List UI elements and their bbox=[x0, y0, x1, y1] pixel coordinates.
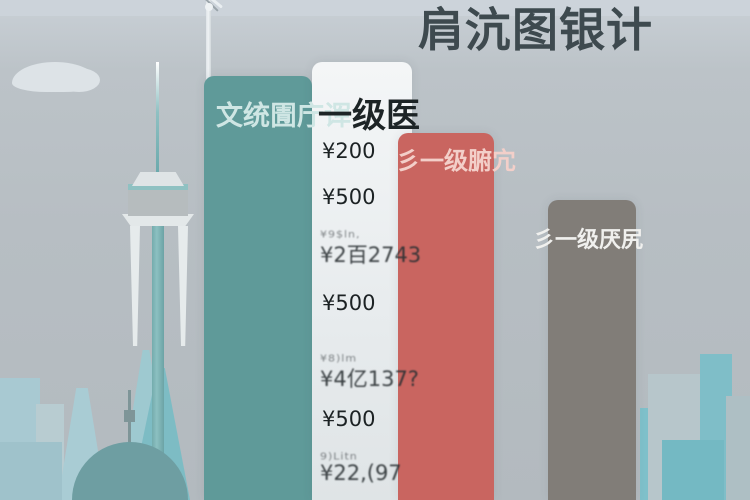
bar-white[interactable] bbox=[312, 62, 412, 500]
artifact-label-large: ¥22,(97 bbox=[320, 461, 402, 485]
sky-band bbox=[0, 0, 750, 16]
value-label: ¥500 bbox=[322, 185, 376, 209]
skyline-building bbox=[662, 440, 724, 500]
value-label: ¥500 bbox=[322, 291, 376, 315]
dome-knob bbox=[124, 410, 135, 422]
bar-label-red: 彡一级腑宂 bbox=[396, 147, 516, 175]
artifact-label: ¥8)lm ¥4亿137? bbox=[320, 352, 419, 393]
cn-tower-leg bbox=[178, 226, 188, 346]
skyline-building bbox=[0, 442, 62, 500]
artifact-label-small: ¥9$ln, bbox=[320, 228, 361, 241]
cn-tower-spire bbox=[156, 62, 159, 174]
value-label: ¥500 bbox=[322, 407, 376, 431]
artifact-label-small: ¥8)lm bbox=[320, 352, 358, 365]
cn-tower-pod bbox=[132, 172, 184, 186]
artifact-label-large: ¥2百2743 bbox=[320, 243, 422, 267]
cn-tower-pod bbox=[128, 190, 188, 216]
artifact-label-small: 9)Litn bbox=[320, 450, 358, 463]
bar-label-white: 一级医 bbox=[318, 96, 420, 136]
cloud-icon bbox=[58, 68, 100, 92]
wind-turbine-hub bbox=[205, 3, 213, 11]
skyline-building bbox=[726, 396, 750, 500]
cn-tower-shaft bbox=[152, 218, 164, 500]
cn-tower-pod bbox=[128, 184, 188, 190]
bar-label-gray: 彡一级厌尻 bbox=[533, 228, 644, 253]
artifact-label-large: ¥4亿137? bbox=[320, 367, 419, 391]
wind-turbine-mast bbox=[206, 0, 211, 80]
value-label: ¥200 bbox=[322, 139, 376, 163]
bar-label-teal: 文统圊庁诨 bbox=[216, 101, 351, 132]
bar-gray[interactable] bbox=[548, 200, 636, 500]
bar-red[interactable] bbox=[398, 133, 494, 500]
page-title: 肩沆图银计 bbox=[418, 3, 653, 57]
cn-tower-leg bbox=[130, 226, 140, 346]
bar-teal[interactable] bbox=[204, 76, 312, 500]
artifact-label: ¥9$ln, ¥2百2743 bbox=[320, 228, 421, 269]
cn-tower-pod bbox=[122, 214, 194, 226]
artifact-label: 9)Litn ¥22,(97 bbox=[320, 450, 402, 485]
